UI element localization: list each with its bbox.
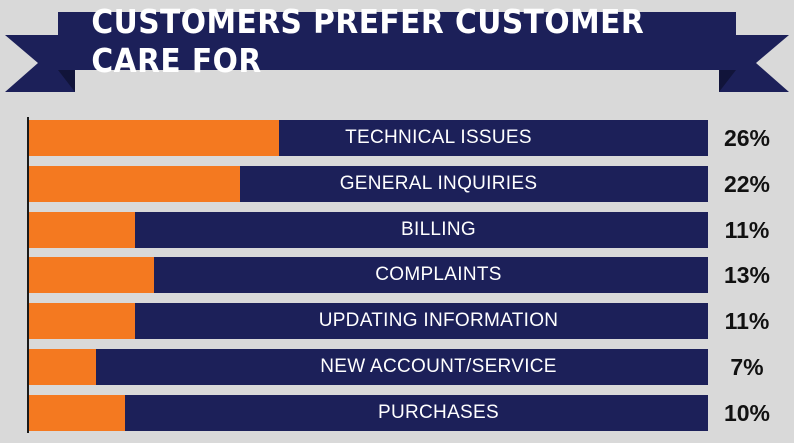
bar-fill	[29, 257, 154, 293]
bar-row: GENERAL INQUIRIES	[29, 166, 708, 202]
bar-row: TECHNICAL ISSUES	[29, 120, 708, 156]
bar-category-text: PURCHASES	[378, 402, 499, 423]
bar-category-label: PURCHASES	[29, 395, 708, 431]
title-banner: CUSTOMERS PREFER CUSTOMER CARE FOR	[0, 0, 794, 100]
bar-fill	[29, 120, 279, 156]
banner-main	[58, 12, 736, 70]
bar-row: COMPLAINTS	[29, 257, 708, 293]
bar-category-text: NEW ACCOUNT/SERVICE	[320, 356, 557, 377]
bar-category-text: UPDATING INFORMATION	[318, 310, 559, 331]
bar-category-label: NEW ACCOUNT/SERVICE	[29, 349, 708, 385]
chart-axis-line	[27, 117, 29, 433]
bar-fill	[29, 349, 97, 385]
bar-category-label: COMPLAINTS	[29, 257, 708, 293]
bar-category-label: TECHNICAL ISSUES	[29, 120, 708, 156]
bar-row: NEW ACCOUNT/SERVICE	[29, 349, 708, 385]
bar-category-label: BILLING	[29, 212, 708, 248]
bar-category-label: UPDATING INFORMATION	[29, 303, 708, 339]
bar-category-label: GENERAL INQUIRIES	[29, 166, 708, 202]
bar-value-label: 11%	[724, 216, 770, 243]
bar-row: PURCHASES	[29, 395, 708, 431]
banner-ribbon-graphic	[5, 12, 789, 92]
bar-row: BILLING	[29, 212, 708, 248]
bar-category-text: COMPLAINTS	[375, 264, 502, 285]
bar-value-label: 11%	[724, 307, 770, 334]
bar-value-label: 26%	[723, 124, 771, 151]
bar-fill	[29, 166, 241, 202]
banner-right-tail	[719, 35, 789, 92]
bar-value-label: 22%	[723, 170, 771, 197]
bar-category-text: GENERAL INQUIRIES	[339, 173, 538, 194]
bar-fill	[29, 212, 135, 248]
bar-fill	[29, 395, 125, 431]
bar-category-text: BILLING	[401, 219, 476, 240]
banner-left-tail	[5, 35, 75, 92]
bar-value-label: 7%	[730, 353, 764, 380]
bar-row: UPDATING INFORMATION	[29, 303, 708, 339]
bar-category-text: TECHNICAL ISSUES	[345, 127, 532, 148]
bar-value-label: 10%	[723, 399, 771, 426]
banner-left-fold	[58, 70, 75, 92]
bar-fill	[29, 303, 135, 339]
bar-value-label: 13%	[723, 261, 771, 288]
banner-right-fold	[719, 70, 736, 92]
chart-title: CUSTOMERS PREFER CUSTOMER CARE FOR	[91, 2, 645, 80]
